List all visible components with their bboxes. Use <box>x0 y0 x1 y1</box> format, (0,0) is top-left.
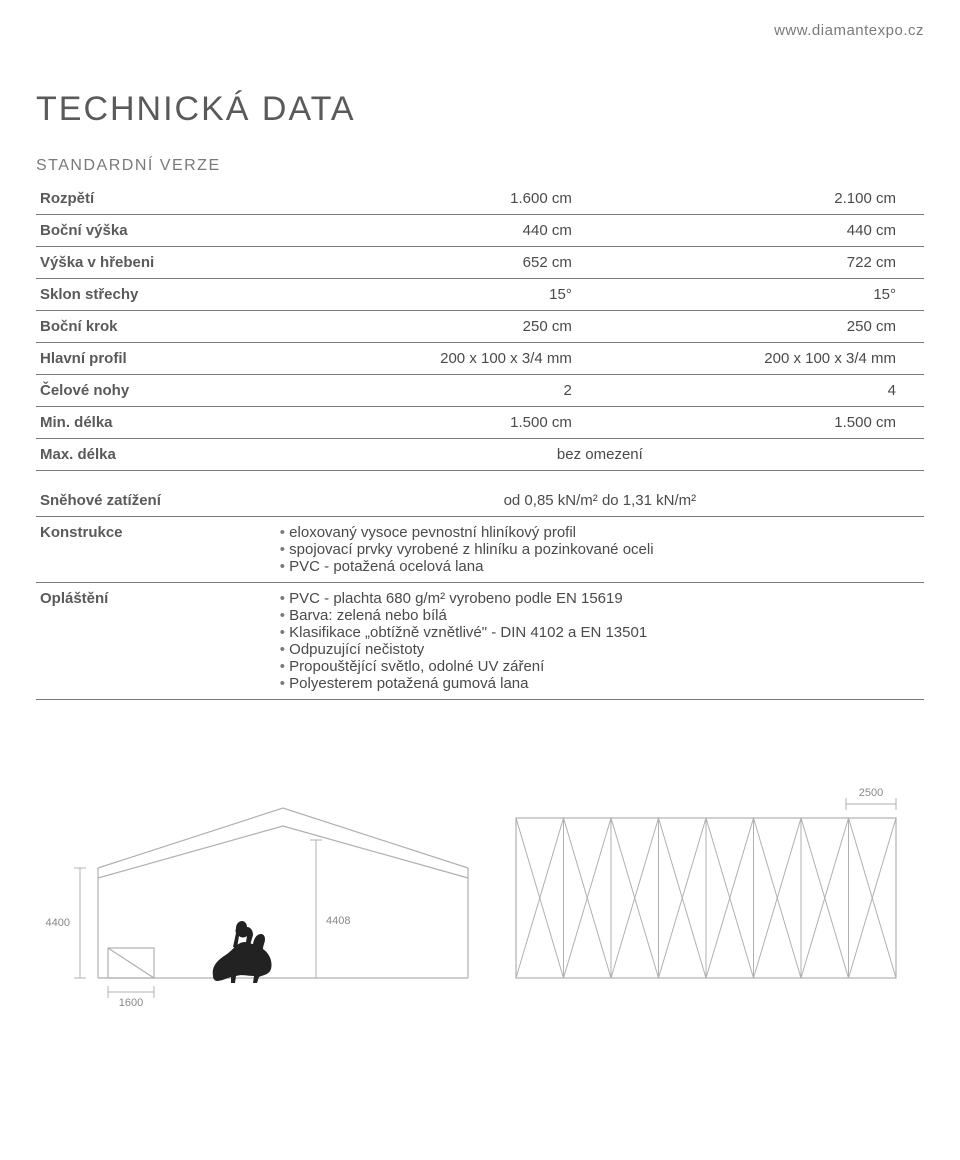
bullet-list: eloxovaný vysoce pevnostní hliníkový pro… <box>280 524 920 575</box>
content-area: TECHNICKÁ DATA STANDARDNÍ VERZE Rozpětí1… <box>0 0 960 1008</box>
front-elevation-diagram: 4400 1600 4408 <box>38 748 478 1008</box>
section-subtitle: STANDARDNÍ VERZE <box>36 157 924 175</box>
list-item: Propouštějící světlo, odolné UV záření <box>280 658 920 675</box>
row-value-1: 2 <box>276 375 600 407</box>
row-label: Boční výška <box>36 215 276 247</box>
row-label: Hlavní profil <box>36 343 276 375</box>
row-value: bez omezení <box>276 439 924 471</box>
table-row: Sklon střechy15°15° <box>36 279 924 311</box>
row-label: Opláštění <box>36 582 276 699</box>
list-item: Klasifikace „obtížně vznětlivé" - DIN 41… <box>280 624 920 641</box>
row-label: Sklon střechy <box>36 279 276 311</box>
list-item: eloxovaný vysoce pevnostní hliníkový pro… <box>280 524 920 541</box>
row-label: Rozpětí <box>36 183 276 215</box>
table-row: Sněhové zatíženíod 0,85 kN/m² do 1,31 kN… <box>36 485 924 517</box>
row-value-1: 1.600 cm <box>276 183 600 215</box>
row-value: PVC - plachta 680 g/m² vyrobeno podle EN… <box>276 582 924 699</box>
row-value-2: 250 cm <box>600 311 924 343</box>
list-item: PVC - plachta 680 g/m² vyrobeno podle EN… <box>280 590 920 607</box>
row-label: Konstrukce <box>36 516 276 582</box>
row-value-2: 722 cm <box>600 247 924 279</box>
row-value: od 0,85 kN/m² do 1,31 kN/m² <box>276 485 924 517</box>
row-value-1: 1.500 cm <box>276 407 600 439</box>
row-value-2: 440 cm <box>600 215 924 247</box>
row-label: Max. délka <box>36 439 276 471</box>
table-row: Boční krok250 cm250 cm <box>36 311 924 343</box>
diagrams-row: 4400 1600 4408 <box>36 748 924 1008</box>
list-item: Polyesterem potažená gumová lana <box>280 675 920 692</box>
table-row: OpláštěníPVC - plachta 680 g/m² vyrobeno… <box>36 582 924 699</box>
rider-icon <box>213 921 272 983</box>
table-row: Čelové nohy24 <box>36 375 924 407</box>
row-value-2: 1.500 cm <box>600 407 924 439</box>
row-value-2: 200 x 100 x 3/4 mm <box>600 343 924 375</box>
table-row: Boční výška440 cm440 cm <box>36 215 924 247</box>
row-value-1: 200 x 100 x 3/4 mm <box>276 343 600 375</box>
row-value-2: 4 <box>600 375 924 407</box>
list-item: Odpuzující nečistoty <box>280 641 920 658</box>
bullet-list: PVC - plachta 680 g/m² vyrobeno podle EN… <box>280 590 920 692</box>
side-elevation-diagram: 2500 <box>496 748 916 1008</box>
row-value: eloxovaný vysoce pevnostní hliníkový pro… <box>276 516 924 582</box>
dim-bay: 2500 <box>859 787 883 799</box>
row-value-2: 2.100 cm <box>600 183 924 215</box>
page-url: www.diamantexpo.cz <box>774 22 924 39</box>
page-title: TECHNICKÁ DATA <box>36 90 924 129</box>
row-label: Min. délka <box>36 407 276 439</box>
row-value-2: 15° <box>600 279 924 311</box>
dim-door: 1600 <box>119 997 143 1008</box>
dim-height: 4400 <box>46 917 70 929</box>
table-row: Min. délka1.500 cm1.500 cm <box>36 407 924 439</box>
spec-table: Rozpětí1.600 cm2.100 cmBoční výška440 cm… <box>36 183 924 700</box>
row-value-1: 250 cm <box>276 311 600 343</box>
list-item: PVC - potažená ocelová lana <box>280 558 920 575</box>
list-item: spojovací prvky vyrobené z hliníku a poz… <box>280 541 920 558</box>
table-row: Rozpětí1.600 cm2.100 cm <box>36 183 924 215</box>
row-value-1: 440 cm <box>276 215 600 247</box>
table-row: Max. délkabez omezení <box>36 439 924 471</box>
dim-ridge: 4408 <box>326 915 350 927</box>
row-value-1: 15° <box>276 279 600 311</box>
row-label: Čelové nohy <box>36 375 276 407</box>
table-row: Výška v hřebeni652 cm722 cm <box>36 247 924 279</box>
list-item: Barva: zelená nebo bílá <box>280 607 920 624</box>
table-row: Konstrukceeloxovaný vysoce pevnostní hli… <box>36 516 924 582</box>
row-label: Sněhové zatížení <box>36 485 276 517</box>
row-label: Boční krok <box>36 311 276 343</box>
row-value-1: 652 cm <box>276 247 600 279</box>
table-row: Hlavní profil200 x 100 x 3/4 mm200 x 100… <box>36 343 924 375</box>
row-label: Výška v hřebeni <box>36 247 276 279</box>
